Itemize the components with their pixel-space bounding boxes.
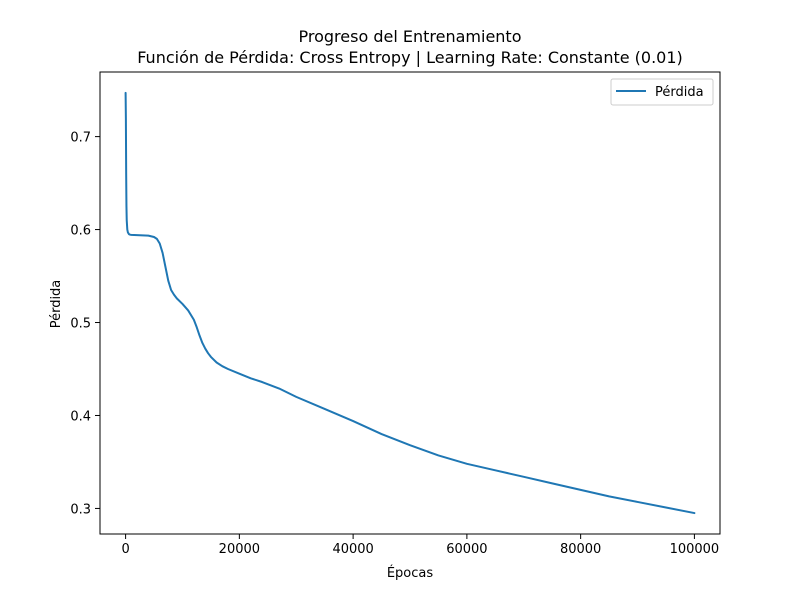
x-axis-label: Épocas (387, 565, 434, 581)
axes-frame (99, 71, 721, 535)
chart-title: Progreso del Entrenamiento (299, 27, 522, 46)
x-tick-label: 20000 (219, 542, 260, 557)
x-tick-label: 60000 (446, 542, 487, 557)
series-line-perdida (124, 91, 696, 515)
chart-subtitle: Función de Pérdida: Cross Entropy | Lear… (137, 48, 683, 67)
y-tick-label: 0.4 (70, 409, 91, 424)
y-tick-label: 0.7 (70, 131, 91, 146)
plot-area: 0 20000 40000 60000 80000 100000 0.3 0.4 0.5 0.6 0… (70, 71, 721, 557)
y-axis-label: Pérdida (49, 280, 64, 329)
legend-entry-label: Pérdida (655, 85, 704, 100)
x-tick-label: 40000 (332, 542, 373, 557)
legend: Pérdida (610, 78, 714, 106)
x-tick-label: 80000 (560, 542, 601, 557)
y-tick-label: 0.3 (70, 502, 91, 517)
x-tick-label: 0 (121, 542, 129, 557)
y-tick-label: 0.5 (70, 317, 91, 332)
y-tick-label: 0.6 (70, 224, 91, 239)
legend-box (610, 78, 714, 106)
x-tick-label: 100000 (670, 542, 720, 557)
